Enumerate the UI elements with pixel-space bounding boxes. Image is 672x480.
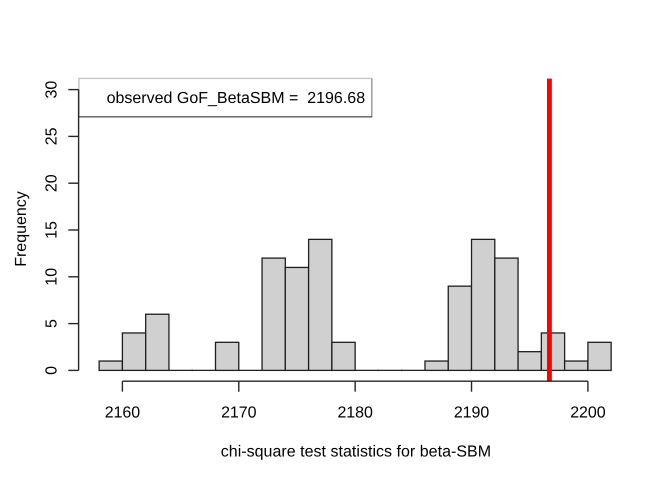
svg-text:15: 15: [43, 221, 60, 239]
svg-text:2190: 2190: [454, 404, 489, 421]
svg-text:2200: 2200: [570, 404, 605, 421]
svg-text:2160: 2160: [105, 404, 140, 421]
svg-text:2170: 2170: [221, 404, 256, 421]
svg-text:25: 25: [43, 127, 60, 145]
svg-text:chi-square test statistics for: chi-square test statistics for beta-SBM: [221, 444, 491, 461]
svg-text:observed GoF_BetaSBM = 2196.6: observed GoF_BetaSBM = 2196.68: [107, 90, 366, 107]
svg-text:2180: 2180: [337, 404, 372, 421]
svg-text:10: 10: [43, 268, 60, 286]
svg-text:20: 20: [43, 174, 60, 192]
svg-text:Frequency: Frequency: [13, 191, 30, 267]
svg-text:30: 30: [43, 81, 60, 99]
svg-text:5: 5: [43, 319, 60, 328]
svg-text:0: 0: [43, 366, 60, 375]
